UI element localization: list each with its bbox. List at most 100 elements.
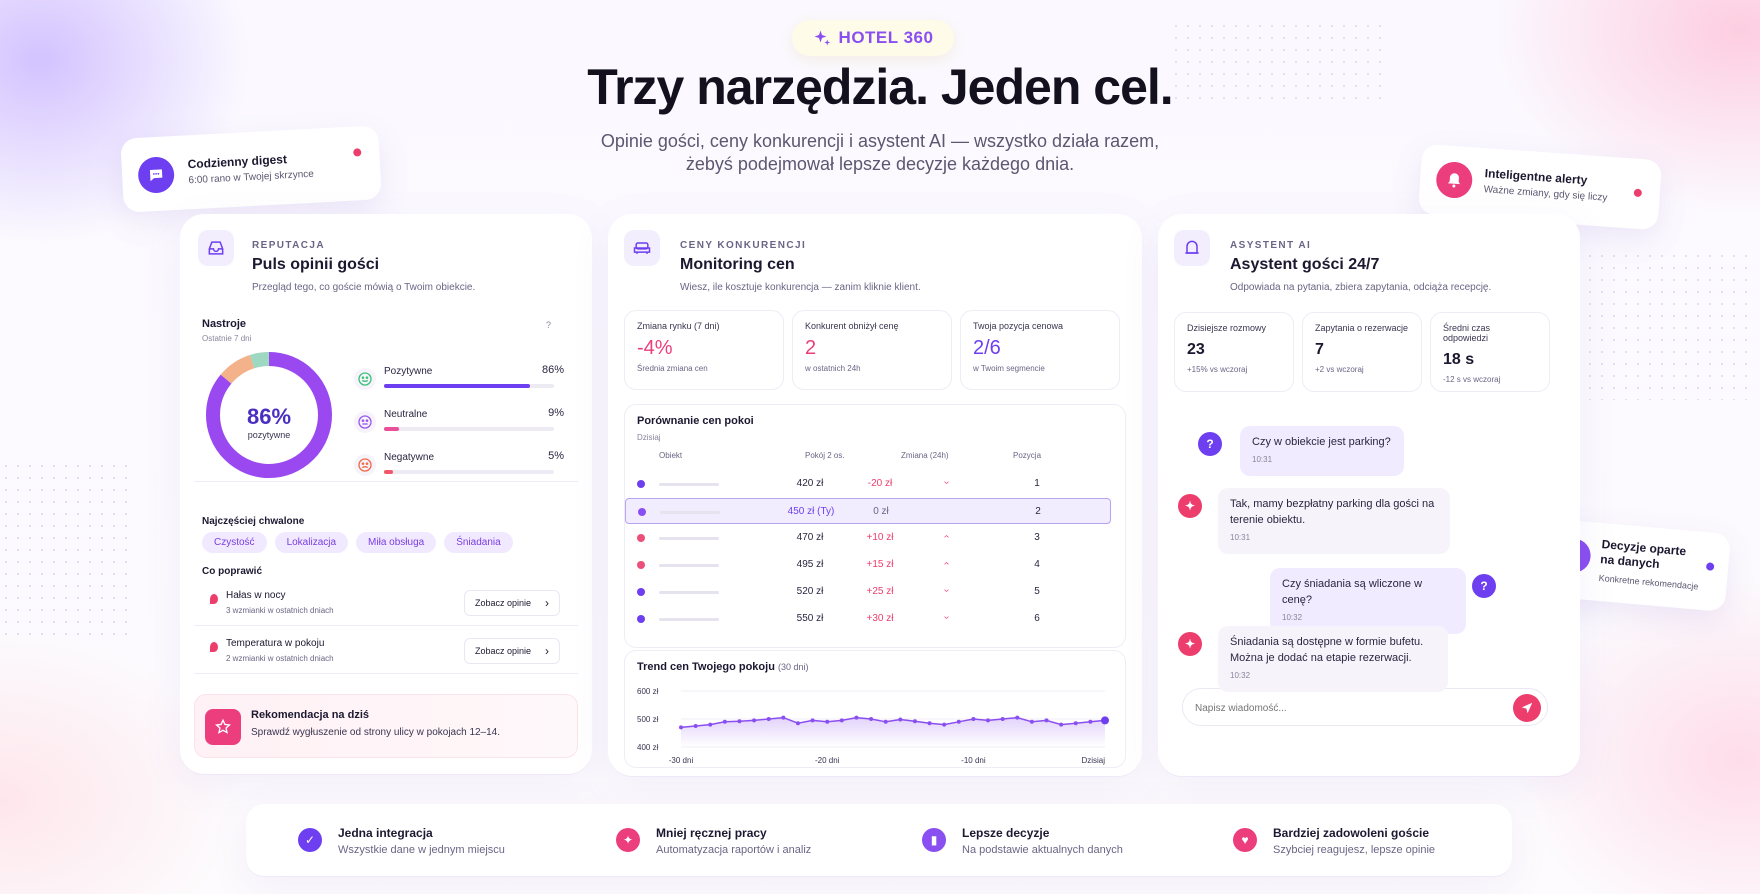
help-icon[interactable]: ? <box>546 320 552 330</box>
trend-point <box>1015 715 1020 720</box>
kpi-label: Zmiana rynku (7 dni) <box>637 321 720 331</box>
kpi-value: 7 <box>1315 341 1324 358</box>
price-position: 1 <box>1034 478 1040 489</box>
digest-title: Codzienny digest <box>187 152 288 172</box>
praise-chip[interactable]: Miła obsługa <box>356 532 437 553</box>
x-tick-label: -20 dni <box>815 756 840 765</box>
kpi-label: Dzisiejsze rozmowy <box>1187 323 1267 333</box>
price-row[interactable]: 550 zł +30 zł › 6 <box>637 606 1071 632</box>
improve-item: Hałas w nocy 3 wzmianki w ostatnich dniac… <box>194 582 578 626</box>
sparkle-icon <box>814 30 830 46</box>
sentiment-bar-fill <box>384 470 393 474</box>
price-row[interactable]: 420 zł -20 zł › 1 <box>637 471 1071 497</box>
chat-input[interactable] <box>1195 698 1485 718</box>
trend-point <box>1088 719 1093 724</box>
message-time: 10:32 <box>1282 613 1303 622</box>
see-reviews-button[interactable]: Zobacz opinie › <box>464 590 560 616</box>
sentiment-value: 86% <box>541 364 564 376</box>
sentiment-label: Neutralne <box>384 409 428 420</box>
message-time: 10:31 <box>1252 455 1273 464</box>
question-icon: ? <box>1472 574 1496 598</box>
price-change: +30 zł <box>866 613 894 624</box>
sentiment-bar <box>384 470 554 474</box>
page-subtitle-2: żebyś podejmował lepsze decyzje każdego … <box>685 154 1075 174</box>
user-message: Czy śniadania są wliczone w cenę? 10:32 <box>1270 568 1466 634</box>
see-reviews-label: Zobacz opinie <box>475 646 532 656</box>
sentiment-value: 9% <box>548 407 564 419</box>
trend-point <box>942 722 947 727</box>
trend-point <box>781 715 786 720</box>
benefit-item: ✦ Mniej ręcznej pracy Automatyzacja raport… <box>616 824 896 864</box>
praised-title: Najczęściej chwalone <box>202 516 305 527</box>
pricing-kpi-card: Twoja pozycja cenowa 2/6 w Twoim segmencie <box>960 310 1120 390</box>
assistant-kpi-card: Średni czas odpowiedzi 18 s -12 s vs wczor… <box>1430 312 1550 392</box>
decorative-dots <box>1170 20 1390 100</box>
benefit-title: Jedna integracja <box>338 826 433 840</box>
price-row[interactable]: 495 zł +15 zł › 4 <box>637 552 1071 578</box>
pin-icon <box>210 642 218 652</box>
praise-chip[interactable]: Lokalizacja <box>274 532 349 553</box>
room-price: 470 zł <box>796 532 824 543</box>
praise-chip[interactable]: Śniadania <box>444 532 513 553</box>
assistant-kicker: ASYSTENT AI <box>1230 240 1312 251</box>
decisions-title: Decyzje oparte na danych <box>1599 537 1687 572</box>
sentiment-label: Negatywne <box>384 452 435 463</box>
price-row[interactable]: 520 zł +25 zł › 5 <box>637 579 1071 605</box>
bell-icon <box>1435 160 1474 200</box>
message-text: Czy w obiekcie jest parking? <box>1252 436 1391 448</box>
trend-point <box>1059 722 1064 727</box>
trend-point <box>722 719 727 724</box>
trend-point <box>854 715 859 720</box>
price-change: -20 zł <box>867 478 893 489</box>
price-position: 6 <box>1034 613 1040 624</box>
pricing-kpi-card: Konkurent obniżył cenę 2 w ostatnich 24h <box>792 310 952 390</box>
trend-title-text: Trend cen Twojego pokoju <box>637 661 775 673</box>
mood-panel: Nastroje Ostatnie 7 dni ? 86% pozytywne … <box>194 310 578 482</box>
send-button[interactable] <box>1513 694 1541 722</box>
smiley-icon <box>354 411 376 433</box>
price-position: 5 <box>1034 586 1040 597</box>
digest-float-card: Codzienny digest 6:00 rano w Twojej skrz… <box>120 125 382 213</box>
chevron-right-icon: › <box>545 644 549 658</box>
room-price: 550 zł <box>796 613 824 624</box>
table-period: Dzisiaj <box>637 433 661 442</box>
price-change: +25 zł <box>866 586 894 597</box>
competitor-name-placeholder <box>659 618 719 621</box>
check-icon: ✓ <box>298 828 322 852</box>
reputation-title: Puls opinii gości <box>252 256 380 273</box>
trend-point <box>752 718 757 723</box>
kpi-sub: +15% vs wczoraj <box>1187 365 1248 374</box>
status-dot <box>1633 188 1643 198</box>
competitor-name-placeholder <box>659 591 719 594</box>
chart-icon: ▮ <box>922 828 946 852</box>
chat-input-box[interactable] <box>1182 688 1548 726</box>
benefit-title: Lepsze decyzje <box>962 826 1050 840</box>
assistant-kpi-card: Zapytania o rezerwacje 7 +2 vs wczoraj <box>1302 312 1422 392</box>
benefit-subtitle: Na podstawie aktualnych danych <box>962 844 1123 856</box>
question-icon: ? <box>1198 432 1222 456</box>
price-row[interactable]: 470 zł +10 zł › 3 <box>637 525 1071 551</box>
reputation-card: REPUTACJA Puls opinii gości Przegląd teg… <box>180 214 592 774</box>
donut-segment <box>206 352 332 478</box>
room-price: 520 zł <box>796 586 824 597</box>
sentiment-donut <box>206 352 332 478</box>
room-price: 450 zł (Ty) <box>787 506 835 517</box>
bot-icon <box>1174 230 1210 266</box>
chevron-up-icon: › <box>941 534 953 539</box>
trend-title: Trend cen Twojego pokoju (30 dni) <box>637 661 809 673</box>
decorative-dots <box>0 460 130 640</box>
price-change: 0 zł <box>873 506 889 517</box>
trend-point <box>839 718 844 723</box>
page-subtitle-1: Opinie gości, ceny konkurencji i asysten… <box>600 131 1160 151</box>
mood-period: Ostatnie 7 dni <box>202 334 252 343</box>
mood-title: Nastroje <box>202 318 247 330</box>
trend-line <box>680 716 1106 729</box>
see-reviews-button[interactable]: Zobacz opinie › <box>464 638 560 664</box>
sentiment-bar <box>384 384 554 388</box>
trend-point <box>1101 716 1109 725</box>
benefit-subtitle: Wszystkie dane w jednym miejscu <box>338 844 505 856</box>
pricing-kpi-card: Zmiana rynku (7 dni) -4% Średnia zmiana ce… <box>624 310 784 390</box>
praise-chip[interactable]: Czystość <box>202 532 267 553</box>
status-dot <box>353 148 362 157</box>
price-row[interactable]: 450 zł (Ty) 0 zł 2 <box>625 498 1111 524</box>
